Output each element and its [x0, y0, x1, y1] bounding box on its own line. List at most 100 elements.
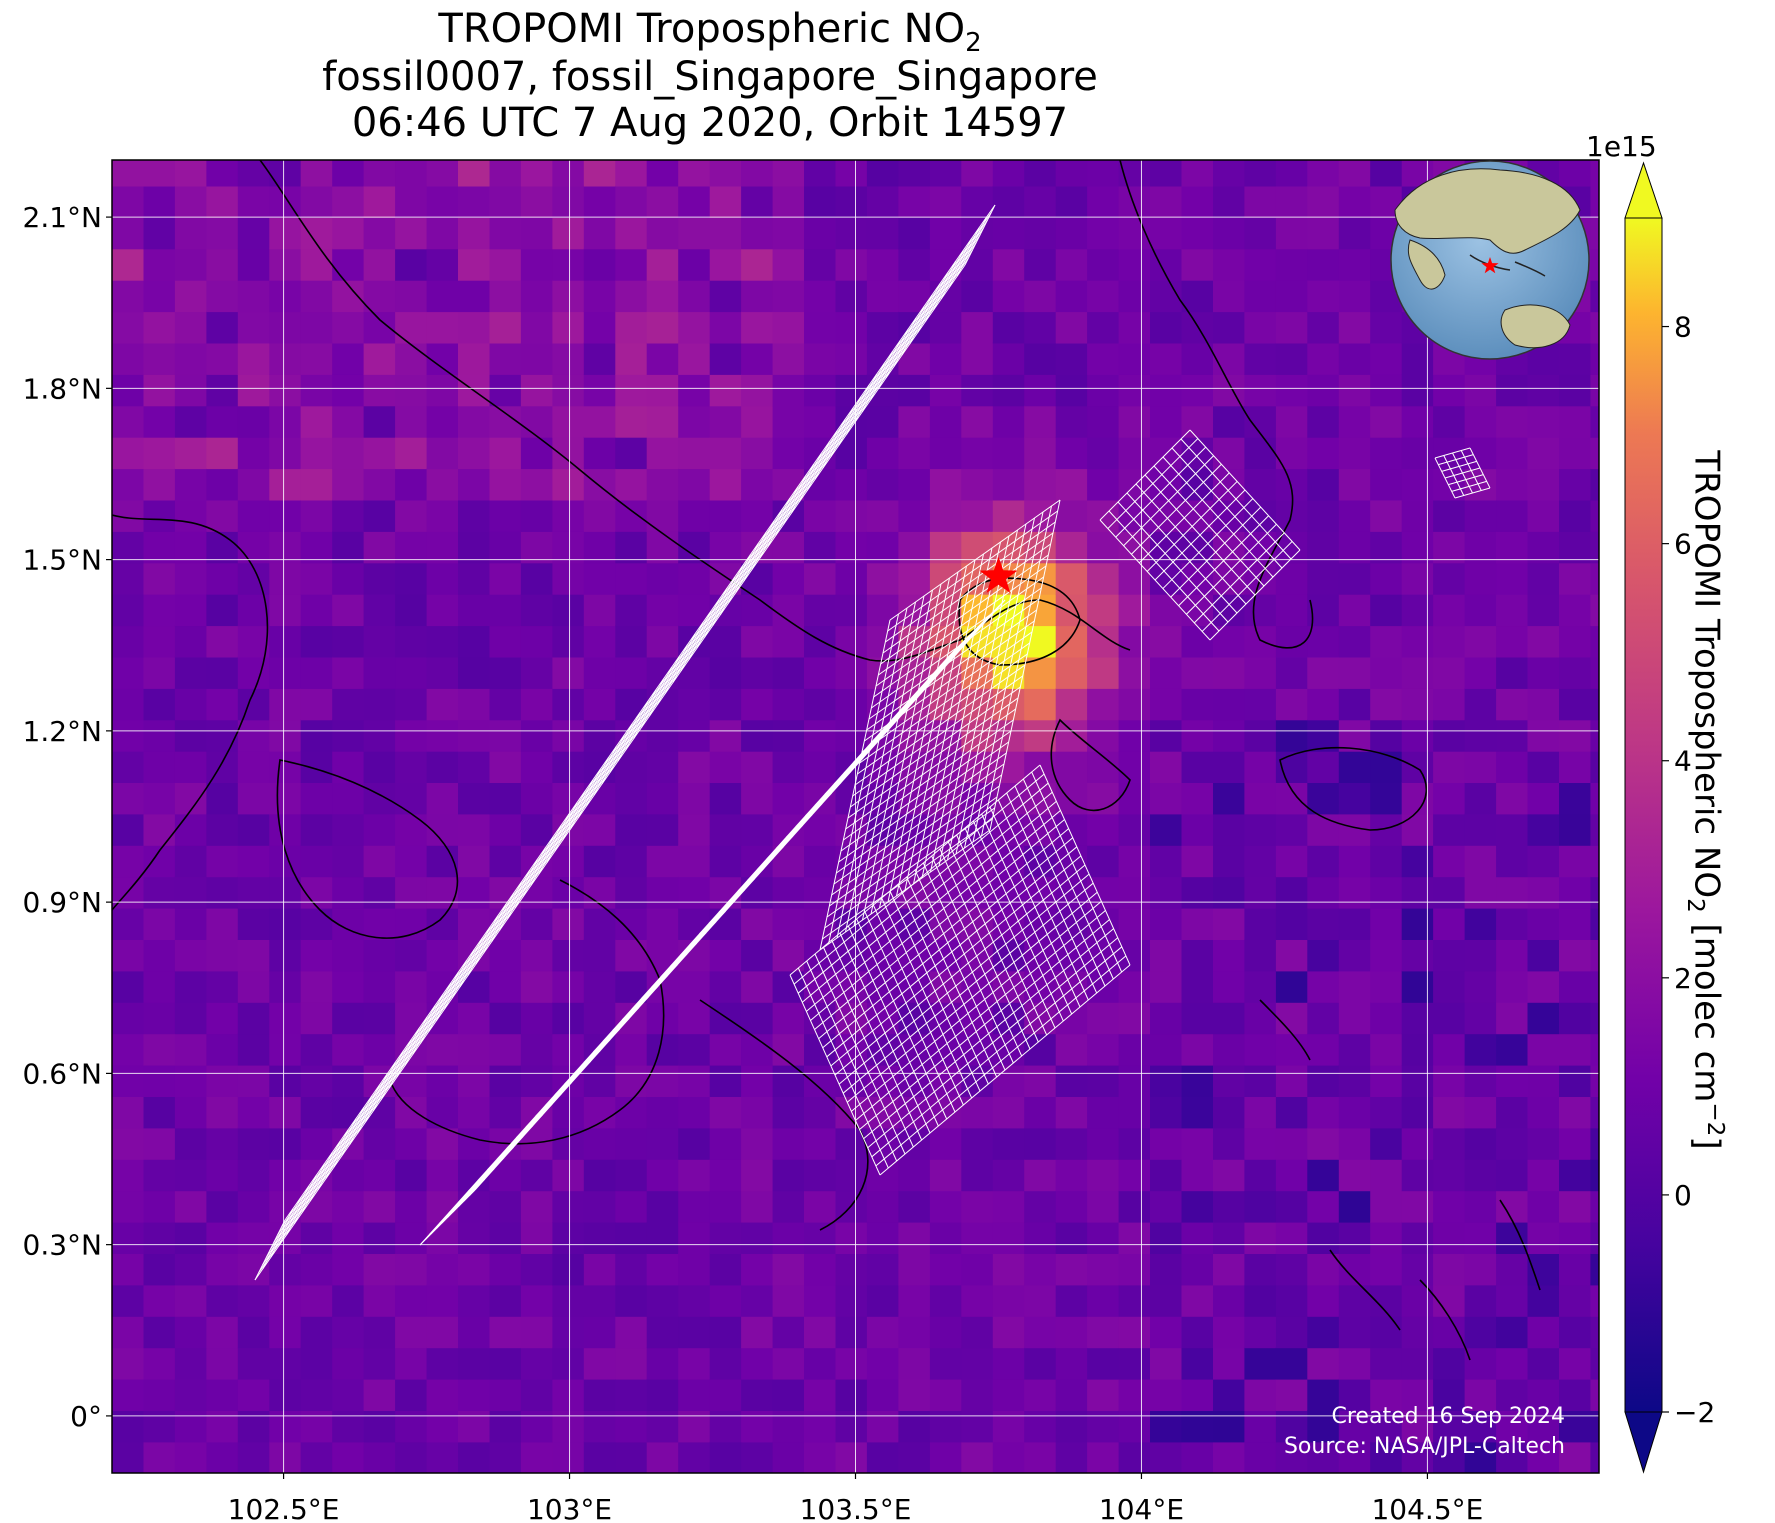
- no2-pixel: [395, 1441, 428, 1473]
- lat-tick-label: 0.9°N: [23, 886, 102, 919]
- no2-pixel: [1213, 939, 1246, 972]
- no2-pixel: [741, 970, 774, 1003]
- no2-pixel: [866, 1284, 900, 1317]
- no2-pixel: [552, 279, 585, 313]
- no2-pixel: [174, 531, 208, 564]
- no2-pixel: [489, 1347, 522, 1380]
- no2-pixel: [1370, 405, 1403, 438]
- no2-pixel: [426, 939, 459, 972]
- no2-pixel: [866, 593, 900, 627]
- no2-pixel: [583, 688, 617, 721]
- no2-pixel: [269, 531, 302, 564]
- no2-pixel: [709, 405, 742, 438]
- no2-pixel: [395, 562, 428, 595]
- no2-pixel: [1087, 311, 1120, 344]
- no2-pixel: [961, 907, 994, 940]
- no2-pixel: [646, 531, 679, 564]
- no2-pixel: [206, 593, 239, 627]
- no2-pixel: [1244, 593, 1277, 627]
- no2-pixel: [678, 1284, 711, 1317]
- no2-pixel: [1213, 160, 1246, 187]
- no2-pixel: [1590, 813, 1599, 846]
- no2-pixel: [143, 185, 176, 218]
- no2-pixel: [395, 813, 428, 846]
- no2-pixel: [835, 688, 868, 721]
- no2-pixel: [1118, 1441, 1151, 1473]
- no2-pixel: [269, 468, 302, 501]
- no2-pixel: [1275, 1441, 1309, 1473]
- no2-pixel: [992, 342, 1026, 375]
- no2-pixel: [332, 1316, 365, 1349]
- no2-pixel: [615, 342, 648, 375]
- no2-pixel: [1118, 1253, 1151, 1286]
- no2-pixel: [583, 1127, 617, 1160]
- no2-pixel: [646, 185, 679, 218]
- no2-pixel: [143, 1316, 176, 1349]
- no2-pixel: [332, 531, 365, 564]
- no2-pixel: [678, 782, 711, 815]
- no2-pixel: [709, 939, 742, 972]
- no2-pixel: [1559, 405, 1592, 438]
- no2-pixel: [1559, 1284, 1592, 1317]
- no2-pixel: [395, 593, 428, 627]
- no2-pixel: [1590, 1096, 1599, 1129]
- globe-site-star-icon: [1481, 257, 1499, 274]
- no2-pixel: [1464, 1221, 1497, 1254]
- no2-pixel: [112, 1347, 145, 1380]
- no2-pixel: [1024, 468, 1057, 501]
- no2-pixel: [1527, 1002, 1560, 1035]
- no2-pixel: [112, 1253, 145, 1286]
- no2-pixel: [804, 531, 837, 564]
- no2-pixel: [332, 970, 365, 1003]
- no2-pixel: [112, 750, 145, 783]
- no2-pixel: [835, 1002, 868, 1035]
- map-subtitle-site: fossil0007, fossil_Singapore_Singapore: [322, 54, 1098, 100]
- no2-pixel: [395, 279, 428, 313]
- no2-pixel: [961, 845, 994, 878]
- no2-pixel: [741, 656, 774, 689]
- no2-pixel: [458, 1410, 491, 1443]
- no2-pixel: [489, 562, 522, 595]
- no2-pixel: [961, 160, 994, 187]
- no2-pixel: [1024, 1096, 1057, 1129]
- no2-pixel: [269, 217, 302, 250]
- no2-pixel: [552, 876, 585, 909]
- no2-pixel: [646, 593, 679, 627]
- no2-pixel: [678, 562, 711, 595]
- no2-pixel: [363, 813, 396, 846]
- no2-pixel: [1464, 1064, 1497, 1097]
- no2-pixel: [992, 1159, 1026, 1192]
- no2-pixel: [804, 656, 837, 689]
- no2-pixel: [1496, 719, 1529, 752]
- no2-pixel: [1213, 907, 1246, 940]
- no2-pixel: [992, 907, 1026, 940]
- no2-pixel: [804, 1347, 837, 1380]
- no2-pixel: [1307, 1253, 1340, 1286]
- no2-pixel: [615, 1190, 648, 1223]
- no2-pixel: [835, 1284, 868, 1317]
- no2-pixel: [1559, 1159, 1592, 1192]
- no2-pixel: [898, 248, 931, 281]
- no2-pixel: [678, 1127, 711, 1160]
- no2-pixel: [1150, 876, 1183, 909]
- no2-pixel: [961, 1221, 994, 1254]
- no2-pixel: [1087, 1316, 1120, 1349]
- no2-pixel: [174, 374, 208, 407]
- no2-pixel: [174, 656, 208, 689]
- no2-pixel: [678, 342, 711, 375]
- no2-pixel: [646, 719, 679, 752]
- no2-pixel: [458, 813, 491, 846]
- site-marker-star-icon: [979, 556, 1018, 593]
- no2-pixel: [112, 562, 145, 595]
- no2-pixel: [1244, 1410, 1277, 1443]
- no2-pixel: [1055, 813, 1088, 846]
- no2-pixel: [1118, 405, 1151, 438]
- no2-pixel: [992, 160, 1026, 187]
- no2-pixel: [709, 1033, 742, 1066]
- no2-pixel: [1590, 845, 1599, 878]
- no2-pixel: [458, 1190, 491, 1223]
- no2-pixel: [1559, 845, 1592, 878]
- no2-pixel: [395, 1316, 428, 1349]
- no2-pixel: [269, 279, 302, 313]
- no2-pixel: [1055, 1096, 1088, 1129]
